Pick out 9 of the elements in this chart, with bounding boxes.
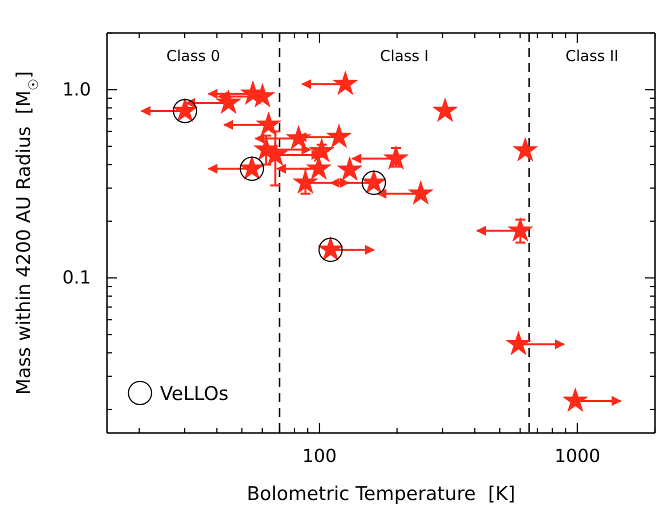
annotation: Class I bbox=[380, 47, 429, 65]
x-tick-label: 1000 bbox=[554, 446, 600, 467]
annotation: Class 0 bbox=[166, 47, 220, 65]
y-tick-label: 1.0 bbox=[62, 79, 91, 100]
y-tick-label: 0.1 bbox=[62, 268, 91, 289]
annotation: Class II bbox=[566, 47, 619, 65]
x-axis-title: Bolometric Temperature [K] bbox=[246, 483, 516, 505]
legend-label: VeLLOs bbox=[160, 383, 229, 405]
x-tick-label: 100 bbox=[302, 446, 337, 467]
